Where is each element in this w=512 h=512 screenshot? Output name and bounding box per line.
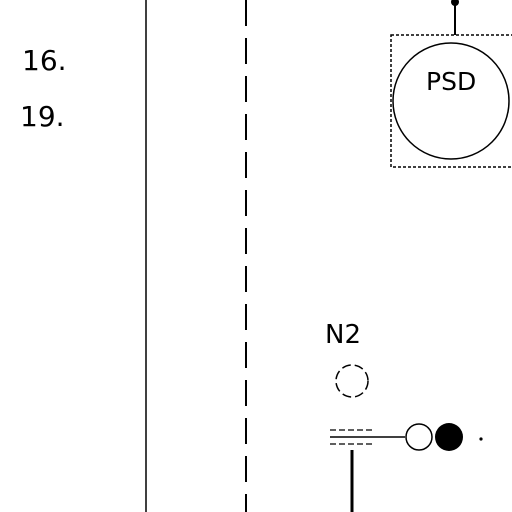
n2-assembly: N2: [325, 320, 483, 512]
psd-frame: [390, 34, 512, 168]
row-number-19: 19.: [20, 100, 65, 133]
valve-closed-icon: [435, 423, 463, 451]
psd-label: PSD: [426, 67, 476, 96]
n2-label: N2: [325, 320, 361, 350]
n2-indicator-circle: [335, 364, 369, 398]
row-number-16: 16.: [22, 44, 67, 77]
psd-component: PSD: [390, 0, 512, 168]
psd-feed-node: [451, 0, 459, 6]
outlet-dot-icon: [479, 437, 483, 441]
psd-circle: [392, 42, 510, 160]
valve-open-icon: [405, 423, 433, 451]
